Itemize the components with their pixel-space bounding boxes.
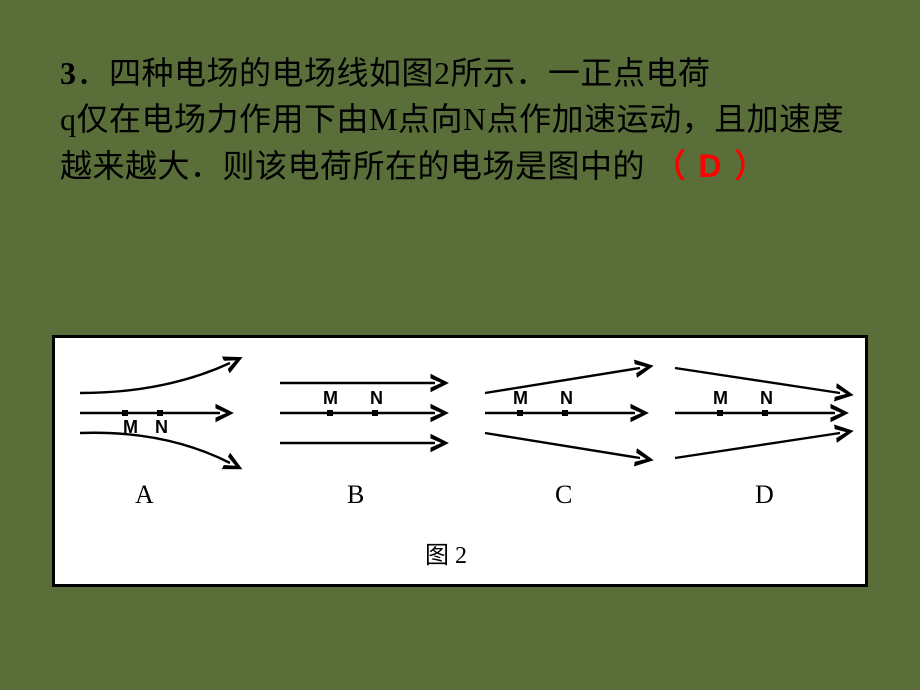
line — [80, 363, 230, 393]
q-figref: 2 — [434, 55, 451, 91]
line — [80, 433, 230, 463]
q-p2: 所示．一正点电荷 — [451, 55, 711, 91]
label-M: M — [123, 417, 138, 437]
dot-M — [717, 410, 723, 416]
q-M: M — [369, 101, 398, 137]
line — [675, 368, 840, 393]
q-q: q — [60, 101, 77, 137]
dot-N — [562, 410, 568, 416]
figure-box: M N A M N B M — [52, 335, 868, 587]
label-N: N — [560, 388, 573, 408]
line — [485, 433, 640, 458]
line — [675, 433, 840, 458]
opt-B: B — [347, 480, 364, 509]
dot-N — [157, 410, 163, 416]
label-M: M — [323, 388, 338, 408]
opt-A: A — [135, 480, 154, 509]
q-p4: 点向 — [398, 101, 463, 137]
opt-C: C — [555, 480, 572, 509]
question-number: 3 — [60, 55, 77, 91]
panel-B: M N B — [280, 383, 435, 509]
dot-N — [372, 410, 378, 416]
dot-M — [122, 410, 128, 416]
panel-C: M N C — [485, 368, 640, 509]
label-M: M — [713, 388, 728, 408]
opt-D: D — [755, 480, 774, 509]
figure-svg: M N A M N B M — [55, 338, 865, 584]
panel-A: M N A — [80, 363, 230, 509]
label-N: N — [370, 388, 383, 408]
panel-D: M N D — [675, 368, 840, 509]
label-N: N — [155, 417, 168, 437]
slide: 3．四种电场的电场线如图2所示．一正点电荷 q仅在电场力作用下由M点向N点作加速… — [0, 0, 920, 690]
label-M: M — [513, 388, 528, 408]
question-text: 3．四种电场的电场线如图2所示．一正点电荷 q仅在电场力作用下由M点向N点作加速… — [60, 50, 860, 189]
dot-N — [762, 410, 768, 416]
dot-M — [327, 410, 333, 416]
q-p3: 仅在电场力作用下由 — [77, 101, 370, 137]
figure-caption: 图 2 — [425, 543, 467, 569]
label-N: N — [760, 388, 773, 408]
q-N: N — [463, 101, 487, 137]
answer-text: （ D ） — [654, 148, 769, 184]
q-p1: ．四种电场的电场线如图 — [77, 55, 435, 91]
dot-M — [517, 410, 523, 416]
